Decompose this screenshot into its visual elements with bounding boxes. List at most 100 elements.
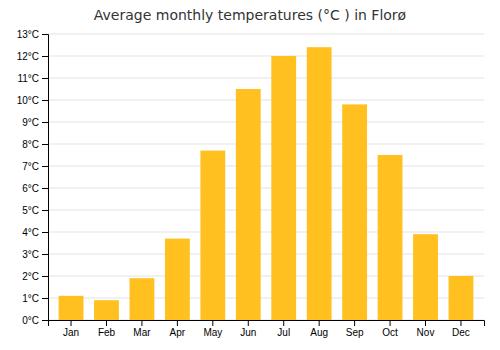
tick-mark [42, 298, 48, 299]
bar [165, 239, 190, 320]
plot: 0°C 1°C 2°C 3°C 4°C 5°C 6°C 7°C 8°C 9°C 10°C 11°C 12… [17, 29, 485, 338]
grid-line [48, 144, 484, 145]
tick-mark [42, 34, 48, 35]
tick-mark [42, 100, 48, 101]
grid-line [48, 100, 484, 101]
tick-label: 13°C [17, 29, 39, 40]
bars [59, 47, 474, 320]
tick: 8°C [22, 139, 48, 150]
tick-label: Jan [63, 327, 79, 338]
bar [307, 47, 332, 320]
chart: Average monthly temperatures (°C ) in Fl… [0, 0, 500, 350]
tick: 0°C [22, 315, 48, 326]
tick: 13°C [17, 29, 48, 40]
tick-label: Feb [98, 327, 116, 338]
tick: Apr [170, 320, 186, 338]
bar [236, 89, 261, 320]
bar [59, 296, 84, 320]
tick: Aug [310, 320, 328, 338]
grid-line [48, 34, 484, 35]
bar [94, 300, 119, 320]
tick-mark [42, 188, 48, 189]
tick-mark [283, 320, 284, 326]
tick: Nov [417, 320, 435, 338]
tick-label: Nov [417, 327, 435, 338]
tick: 2°C [22, 271, 48, 282]
tick: 6°C [22, 183, 48, 194]
tick-mark [141, 320, 142, 326]
tick-label: Dec [452, 327, 470, 338]
tick-mark [354, 320, 355, 326]
tick-mark [42, 144, 48, 145]
tick-mark [425, 320, 426, 326]
grid-line [48, 56, 484, 57]
tick-mark [177, 320, 178, 326]
axis-domain [49, 321, 485, 327]
bar [130, 278, 155, 320]
tick-label: 11°C [17, 73, 39, 84]
tick-mark [248, 320, 249, 326]
bar [200, 151, 225, 320]
tick: Dec [452, 320, 470, 338]
tick-label: 12°C [17, 51, 39, 62]
tick-label: 5°C [22, 205, 39, 216]
tick-mark [42, 166, 48, 167]
tick-label: 7°C [22, 161, 39, 172]
tick: Jun [240, 320, 256, 338]
tick-label: Jul [277, 327, 290, 338]
tick-mark [42, 210, 48, 211]
grid-line [48, 210, 484, 211]
tick-mark [319, 320, 320, 326]
tick: 12°C [17, 51, 48, 62]
grid-line [48, 122, 484, 123]
tick-label: 6°C [22, 183, 39, 194]
grid-line [48, 232, 484, 233]
tick-mark [42, 320, 48, 321]
tick-mark [42, 78, 48, 79]
tick-mark [42, 56, 48, 57]
tick-mark [106, 320, 107, 326]
tick-mark [71, 320, 72, 326]
tick-label: Sep [346, 327, 364, 338]
tick-label: May [203, 327, 222, 338]
tick: Jan [63, 320, 79, 338]
tick: Oct [382, 320, 398, 338]
tick: 10°C [17, 95, 48, 106]
grid [48, 34, 484, 320]
tick-mark [42, 122, 48, 123]
tick: May [203, 320, 222, 338]
tick-mark [42, 276, 48, 277]
tick-label: Apr [170, 327, 186, 338]
tick-mark [212, 320, 213, 326]
grid-line [48, 188, 484, 189]
y-axis: 0°C 1°C 2°C 3°C 4°C 5°C 6°C 7°C 8°C 9°C 10°C 11°C 12… [17, 29, 49, 326]
tick: Jul [277, 320, 290, 338]
tick-label: Aug [310, 327, 328, 338]
tick-label: Mar [133, 327, 151, 338]
tick-label: 10°C [17, 95, 39, 106]
tick: 4°C [22, 227, 48, 238]
x-axis: Jan Feb Mar Apr May Jun Jul Aug Sep Oct Nov Dec [49, 320, 485, 338]
tick: 7°C [22, 161, 48, 172]
tick-mark [42, 232, 48, 233]
tick: Mar [133, 320, 151, 338]
tick: Sep [346, 320, 364, 338]
tick-mark [42, 254, 48, 255]
bar [378, 155, 403, 320]
tick: 5°C [22, 205, 48, 216]
tick: 1°C [22, 293, 48, 304]
tick-label: 9°C [22, 117, 39, 128]
tick-label: 1°C [22, 293, 39, 304]
tick-label: 3°C [22, 249, 39, 260]
tick: 3°C [22, 249, 48, 260]
title: Average monthly temperatures (°C ) in Fl… [94, 7, 407, 23]
grid-line [48, 78, 484, 79]
tick-label: 8°C [22, 139, 39, 150]
axis-domain [42, 35, 49, 321]
tick-mark [390, 320, 391, 326]
tick-mark [460, 320, 461, 326]
tick-label: 2°C [22, 271, 39, 282]
tick-label: 0°C [22, 315, 39, 326]
bar [271, 56, 296, 320]
tick-label: 4°C [22, 227, 39, 238]
